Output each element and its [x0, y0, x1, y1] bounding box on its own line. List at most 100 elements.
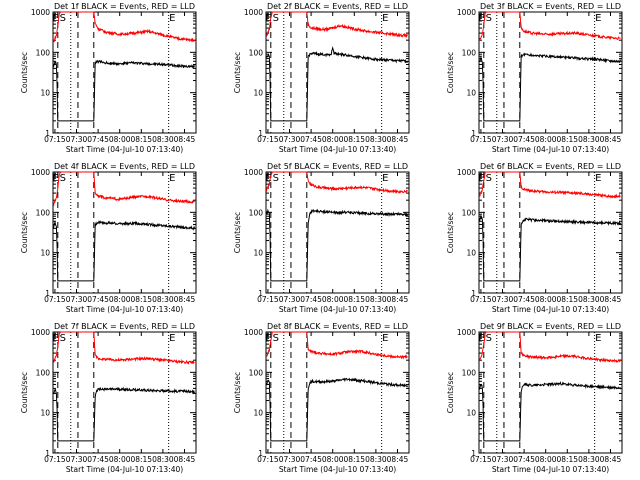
- x-tick-label: 07:30: [492, 295, 514, 304]
- y-axis-label: Counts/sec: [446, 52, 455, 93]
- x-tick-label: 08:30: [578, 455, 600, 464]
- panel-title: Det 6f BLACK = Events, RED = LLD: [480, 162, 621, 171]
- event-marker-label: S: [273, 333, 279, 344]
- plot-frame: [478, 331, 623, 454]
- panel-title: Det 1f BLACK = Events, RED = LLD: [54, 2, 195, 11]
- y-tick-label: 1: [471, 129, 476, 138]
- event-marker-label: S: [486, 173, 492, 184]
- x-tick-label: 07:30: [492, 135, 514, 144]
- x-tick-label: 08:45: [387, 455, 409, 464]
- events-rate-line: [479, 52, 622, 122]
- x-tick-label: 08:45: [174, 455, 196, 464]
- x-tick-label: 08:15: [130, 295, 152, 304]
- y-tick-label: 1: [471, 449, 476, 458]
- y-axis-label: Counts/sec: [20, 372, 29, 413]
- x-tick-label: 08:30: [152, 295, 174, 304]
- y-tick-label: 1000: [457, 168, 476, 177]
- plot-frame: [265, 171, 410, 294]
- y-tick-label: 100: [249, 208, 264, 217]
- y-tick-label: 10: [40, 89, 50, 98]
- y-tick-label: 1: [258, 129, 263, 138]
- y-axis-label: Counts/sec: [233, 52, 242, 93]
- event-marker-label: E: [265, 173, 271, 184]
- y-tick-label: 10: [466, 409, 476, 418]
- event-marker-label: E: [595, 333, 601, 344]
- x-tick-label: 07:30: [279, 455, 301, 464]
- x-tick-label: 08:00: [535, 135, 557, 144]
- x-tick-label: 08:30: [365, 135, 387, 144]
- panel-title: Det 2f BLACK = Events, RED = LLD: [267, 2, 408, 11]
- events-rate-line: [53, 386, 196, 442]
- panel-title: Det 3f BLACK = Events, RED = LLD: [480, 2, 621, 11]
- x-axis-label: Start Time (04-Jul-10 07:13:40): [279, 305, 396, 314]
- x-axis-label: Start Time (04-Jul-10 07:13:40): [492, 145, 609, 154]
- event-marker-label: S: [273, 13, 279, 24]
- lld-rate-line: [479, 171, 621, 199]
- y-tick-label: 1000: [244, 8, 263, 17]
- event-marker-label: S: [486, 333, 492, 344]
- lld-rate-line: [479, 331, 622, 363]
- lld-rate-line: [266, 11, 409, 38]
- x-tick-label: 08:00: [322, 455, 344, 464]
- y-tick-label: 1: [258, 449, 263, 458]
- detector-panel: Det 8f BLACK = Events, RED = LLD Start Ti…: [233, 322, 410, 474]
- event-marker-label: E: [478, 333, 484, 344]
- x-tick-label: 07:15: [257, 455, 279, 464]
- detector-panel: Det 4f BLACK = Events, RED = LLD Start Ti…: [20, 162, 197, 314]
- events-rate-line: [479, 380, 622, 442]
- x-tick-label: 08:45: [600, 455, 622, 464]
- y-tick-label: 1000: [457, 8, 476, 17]
- x-tick-label: 07:45: [300, 295, 322, 304]
- x-tick-label: 08:15: [343, 135, 365, 144]
- x-tick-label: 08:15: [343, 455, 365, 464]
- event-marker-label: E: [595, 13, 601, 24]
- event-marker-label: S: [273, 173, 279, 184]
- lld-rate-line: [266, 171, 409, 195]
- x-tick-label: 07:45: [300, 135, 322, 144]
- x-tick-label: 07:30: [492, 455, 514, 464]
- plot-frame: [265, 331, 410, 454]
- x-tick-label: 08:15: [130, 455, 152, 464]
- x-tick-label: 08:15: [556, 455, 578, 464]
- panel-title: Det 9f BLACK = Events, RED = LLD: [480, 322, 621, 331]
- y-tick-label: 100: [462, 208, 477, 217]
- x-tick-label: 08:00: [322, 295, 344, 304]
- detector-panel: Det 9f BLACK = Events, RED = LLD Start Ti…: [446, 322, 623, 474]
- y-tick-label: 100: [462, 368, 477, 377]
- x-tick-label: 08:45: [600, 295, 622, 304]
- x-tick-label: 08:00: [322, 135, 344, 144]
- y-tick-label: 1: [45, 449, 50, 458]
- y-tick-label: 10: [253, 89, 263, 98]
- x-tick-label: 07:45: [513, 455, 535, 464]
- x-axis-label: Start Time (04-Jul-10 07:13:40): [66, 465, 183, 474]
- panel-title: Det 4f BLACK = Events, RED = LLD: [54, 162, 195, 171]
- event-marker-label: E: [478, 173, 484, 184]
- lld-rate-line: [53, 171, 196, 207]
- y-axis-label: Counts/sec: [20, 52, 29, 93]
- event-marker-label: E: [265, 333, 271, 344]
- panel-title: Det 5f BLACK = Events, RED = LLD: [267, 162, 408, 171]
- x-tick-label: 07:45: [87, 135, 109, 144]
- x-tick-label: 08:00: [535, 295, 557, 304]
- x-tick-label: 07:45: [87, 295, 109, 304]
- x-tick-label: 08:00: [109, 455, 131, 464]
- x-tick-label: 08:30: [152, 455, 174, 464]
- y-tick-label: 100: [36, 48, 51, 57]
- events-rate-line: [53, 220, 196, 282]
- events-rate-line: [266, 45, 409, 122]
- plot-frame: [478, 171, 623, 294]
- x-tick-label: 08:45: [174, 135, 196, 144]
- x-tick-label: 07:15: [44, 135, 66, 144]
- y-axis-label: Counts/sec: [446, 212, 455, 253]
- y-axis-label: Counts/sec: [233, 372, 242, 413]
- y-tick-label: 1000: [31, 328, 50, 337]
- y-tick-label: 100: [249, 368, 264, 377]
- event-marker-label: E: [169, 13, 175, 24]
- x-tick-label: 07:15: [470, 135, 492, 144]
- detector-panel: Det 3f BLACK = Events, RED = LLD Start Ti…: [446, 2, 623, 154]
- x-tick-label: 08:00: [535, 455, 557, 464]
- event-marker-label: E: [52, 173, 58, 184]
- y-tick-label: 1000: [457, 328, 476, 337]
- plot-frame: [265, 11, 410, 134]
- x-tick-label: 08:45: [387, 135, 409, 144]
